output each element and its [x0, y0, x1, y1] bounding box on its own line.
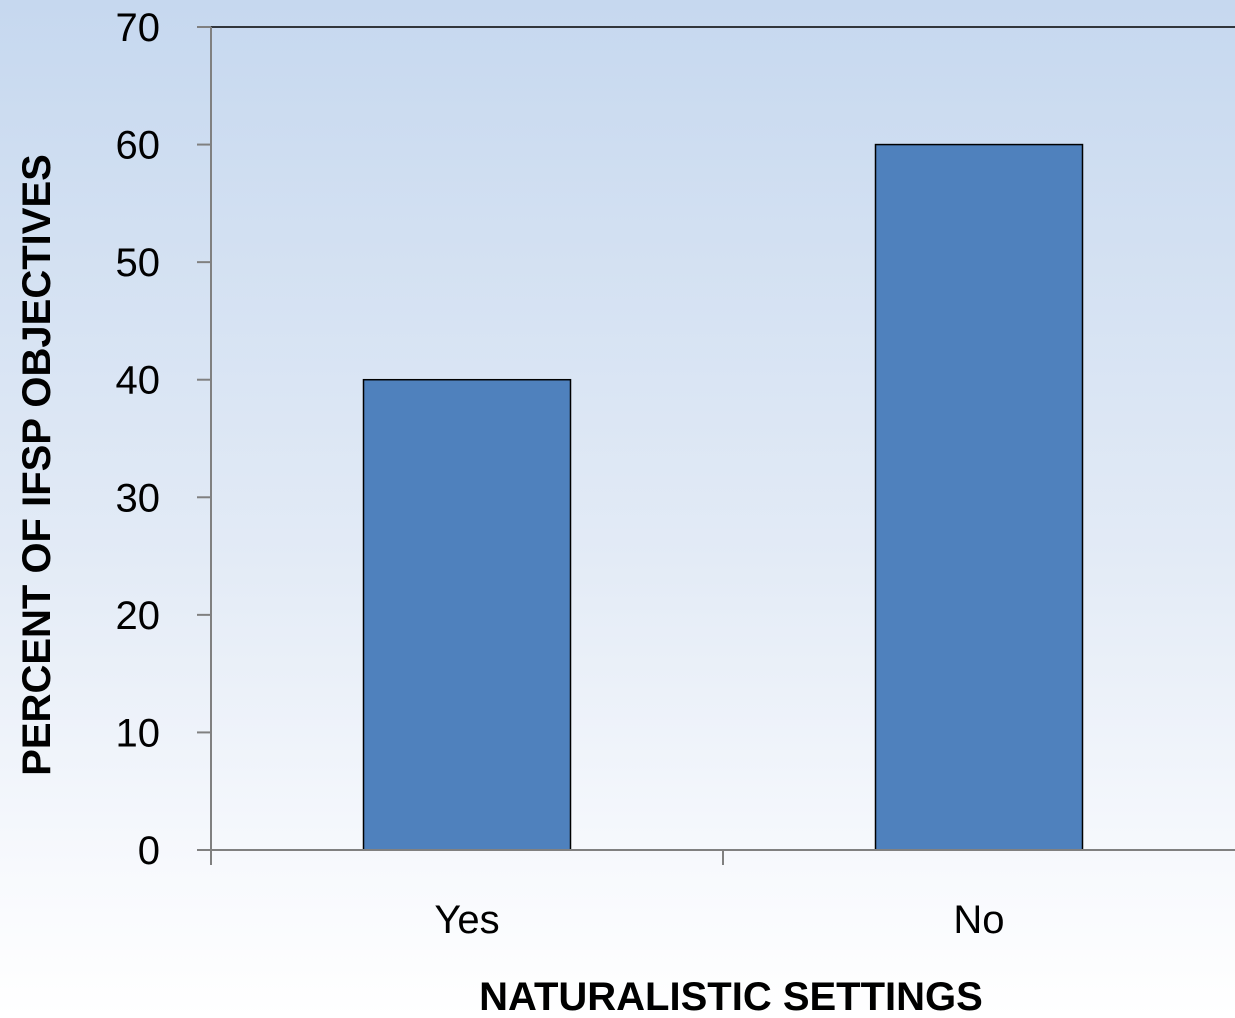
bar-no	[874, 143, 1084, 851]
y-tick-label: 30	[116, 476, 161, 520]
y-tick-label: 60	[116, 124, 161, 168]
x-tick-label: Yes	[434, 898, 499, 942]
y-axis-title: PERCENT OF IFSP OBJECTIVES	[15, 154, 59, 776]
y-tick-label: 70	[116, 6, 161, 50]
y-tick-label: 40	[116, 359, 161, 403]
bars	[362, 143, 1084, 851]
x-tick-label: No	[953, 898, 1004, 942]
y-tick-label: 50	[116, 241, 161, 285]
y-tick-label: 0	[138, 829, 160, 873]
y-tick-label: 20	[116, 594, 161, 638]
y-axis: 0 10 20 30 40 50 60 70	[116, 6, 212, 873]
x-axis: Yes No	[210, 849, 1235, 942]
x-axis-title: NATURALISTIC SETTINGS	[479, 975, 983, 1018]
y-tick-label: 10	[116, 711, 161, 755]
bar-yes	[362, 378, 572, 851]
